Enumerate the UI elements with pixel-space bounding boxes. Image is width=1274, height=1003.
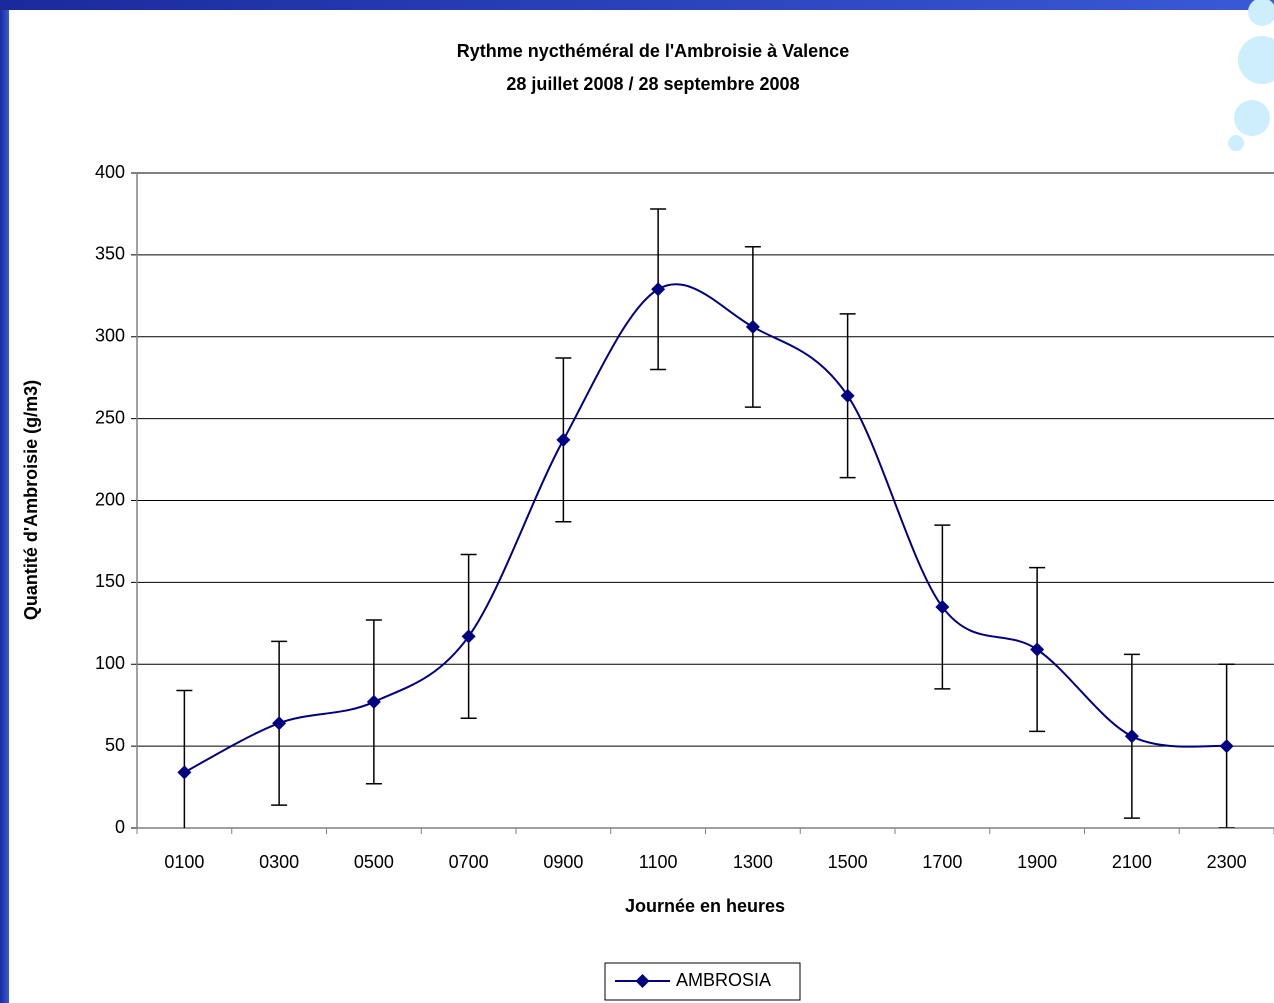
top-border	[0, 0, 1274, 10]
x-tick-label: 0100	[164, 852, 204, 872]
decor-bubble	[1228, 135, 1244, 151]
x-tick-label: 1500	[828, 852, 868, 872]
x-tick-label: 2100	[1112, 852, 1152, 872]
x-axis-label: Journée en heures	[625, 896, 785, 916]
y-tick-label: 350	[95, 244, 125, 264]
x-tick-label: 0500	[354, 852, 394, 872]
chart-subtitle: 28 juillet 2008 / 28 septembre 2008	[506, 74, 799, 94]
x-tick-label: 0300	[259, 852, 299, 872]
x-tick-label: 0900	[543, 852, 583, 872]
x-tick-label: 0700	[449, 852, 489, 872]
x-tick-label: 1700	[922, 852, 962, 872]
decor-bubble	[1234, 100, 1270, 136]
y-tick-label: 250	[95, 407, 125, 427]
y-tick-label: 200	[95, 489, 125, 509]
y-tick-label: 400	[95, 162, 125, 182]
x-tick-label: 1100	[639, 852, 678, 872]
x-tick-label: 2300	[1207, 852, 1247, 872]
y-tick-label: 0	[115, 817, 125, 837]
y-tick-label: 300	[95, 326, 125, 346]
x-tick-label: 1300	[733, 852, 773, 872]
x-tick-label: 1900	[1017, 852, 1057, 872]
left-border	[0, 0, 9, 1003]
y-tick-label: 100	[95, 653, 125, 673]
legend-label: AMBROSIA	[676, 970, 771, 990]
y-tick-label: 150	[95, 571, 125, 591]
y-axis-label: Quantité d'Ambroisie (g/m3)	[21, 380, 41, 620]
chart-title: Rythme nycthéméral de l'Ambroisie à Vale…	[457, 41, 849, 61]
slide: Rythme nycthéméral de l'Ambroisie à Vale…	[0, 0, 1274, 1003]
y-tick-label: 50	[105, 735, 125, 755]
